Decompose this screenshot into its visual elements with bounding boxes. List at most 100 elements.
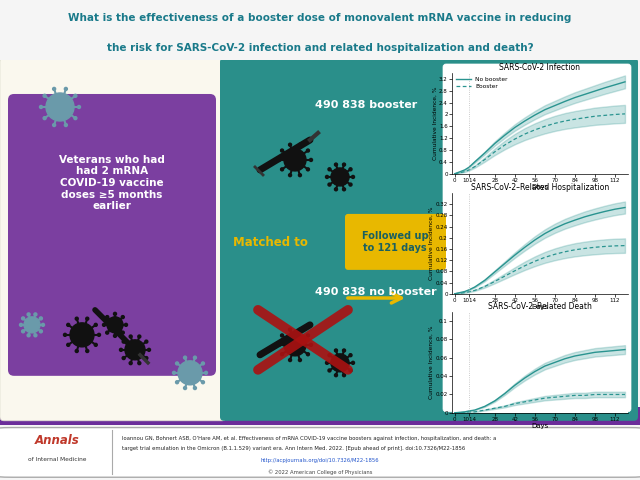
Circle shape — [289, 328, 292, 331]
FancyBboxPatch shape — [220, 58, 638, 421]
Circle shape — [175, 381, 179, 384]
X-axis label: Days: Days — [531, 304, 548, 310]
Circle shape — [24, 317, 40, 333]
Text: target trial emulation in the Omicron (B.1.1.529) variant era. Ann Intern Med. 2: target trial emulation in the Omicron (B… — [122, 446, 465, 451]
Circle shape — [113, 335, 116, 337]
FancyBboxPatch shape — [0, 428, 640, 477]
Circle shape — [278, 158, 280, 161]
Circle shape — [122, 357, 125, 360]
Circle shape — [310, 158, 312, 161]
Circle shape — [280, 353, 284, 356]
Circle shape — [307, 353, 310, 356]
Circle shape — [22, 317, 24, 320]
Circle shape — [202, 362, 204, 365]
Text: © 2022 American College of Physicians: © 2022 American College of Physicians — [268, 469, 372, 475]
Text: the risk for SARS-CoV-2 infection and related hospitalization and death?: the risk for SARS-CoV-2 infection and re… — [107, 43, 533, 53]
Circle shape — [94, 324, 97, 326]
Circle shape — [328, 354, 331, 357]
Circle shape — [67, 343, 70, 347]
Circle shape — [65, 87, 67, 90]
Circle shape — [138, 335, 141, 338]
Title: SARS-CoV-2–Related Death: SARS-CoV-2–Related Death — [488, 302, 592, 311]
Text: http://acpjournals.org/doi/10.7326/M22-1856: http://acpjournals.org/doi/10.7326/M22-1… — [260, 457, 380, 463]
Circle shape — [331, 168, 349, 186]
Circle shape — [86, 317, 89, 320]
Circle shape — [107, 317, 123, 333]
FancyBboxPatch shape — [0, 58, 226, 421]
Circle shape — [19, 324, 22, 326]
Circle shape — [40, 317, 42, 320]
Text: What is the effectiveness of a booster dose of monovalent mRNA vaccine in reduci: What is the effectiveness of a booster d… — [68, 13, 572, 23]
Circle shape — [202, 381, 204, 384]
Circle shape — [129, 361, 132, 365]
Circle shape — [125, 340, 145, 360]
Circle shape — [349, 183, 352, 186]
Circle shape — [145, 357, 148, 360]
Circle shape — [40, 330, 42, 333]
Circle shape — [342, 349, 346, 352]
Legend: No booster, Booster: No booster, Booster — [455, 76, 509, 90]
Circle shape — [63, 333, 67, 336]
X-axis label: Days: Days — [531, 184, 548, 190]
Circle shape — [280, 168, 284, 171]
Circle shape — [193, 356, 196, 359]
Text: Veterans who had
had 2 mRNA
COVID-19 vaccine
doses ≥5 months
earlier: Veterans who had had 2 mRNA COVID-19 vac… — [59, 155, 165, 211]
FancyArrowPatch shape — [348, 293, 401, 303]
Y-axis label: Cumulative Incidence, %: Cumulative Incidence, % — [429, 325, 434, 399]
Circle shape — [307, 149, 310, 152]
Circle shape — [106, 315, 109, 319]
Circle shape — [67, 324, 70, 326]
Circle shape — [349, 168, 352, 171]
Circle shape — [43, 117, 46, 120]
Circle shape — [298, 174, 301, 177]
Circle shape — [328, 168, 331, 171]
Text: Matched to: Matched to — [232, 236, 307, 250]
Circle shape — [351, 175, 355, 179]
Circle shape — [307, 334, 310, 337]
Circle shape — [94, 343, 97, 347]
Circle shape — [184, 356, 186, 359]
Circle shape — [335, 188, 337, 191]
Text: of Internal Medicine: of Internal Medicine — [28, 456, 87, 462]
Circle shape — [328, 369, 331, 372]
Circle shape — [289, 174, 292, 177]
Circle shape — [97, 333, 100, 336]
FancyBboxPatch shape — [443, 64, 631, 412]
Title: SARS-CoV-2 Infection: SARS-CoV-2 Infection — [499, 63, 580, 72]
Circle shape — [22, 330, 24, 333]
Circle shape — [86, 349, 89, 352]
Circle shape — [129, 335, 132, 338]
Circle shape — [335, 349, 337, 352]
Circle shape — [298, 328, 301, 331]
Circle shape — [52, 87, 56, 90]
Circle shape — [106, 331, 109, 334]
Circle shape — [34, 334, 37, 337]
Circle shape — [76, 349, 78, 352]
Circle shape — [342, 374, 346, 377]
Text: 490 838 booster: 490 838 booster — [315, 100, 417, 110]
Circle shape — [349, 369, 352, 372]
Circle shape — [278, 343, 280, 347]
Circle shape — [284, 334, 306, 356]
Circle shape — [298, 359, 301, 361]
Circle shape — [307, 168, 310, 171]
Text: Annals: Annals — [35, 434, 80, 447]
Circle shape — [298, 143, 301, 146]
Circle shape — [121, 315, 124, 319]
Bar — [0, 407, 640, 425]
Circle shape — [42, 324, 45, 326]
Circle shape — [335, 374, 337, 377]
Circle shape — [326, 175, 328, 179]
Circle shape — [349, 354, 352, 357]
Circle shape — [175, 362, 179, 365]
Circle shape — [173, 372, 175, 374]
Text: Followed up
to 121 days: Followed up to 121 days — [362, 231, 428, 252]
Circle shape — [121, 331, 124, 334]
Circle shape — [120, 348, 122, 351]
Circle shape — [46, 93, 74, 121]
FancyBboxPatch shape — [8, 94, 216, 376]
Circle shape — [145, 340, 148, 343]
Circle shape — [113, 312, 116, 315]
Circle shape — [351, 361, 355, 364]
Circle shape — [65, 123, 67, 127]
